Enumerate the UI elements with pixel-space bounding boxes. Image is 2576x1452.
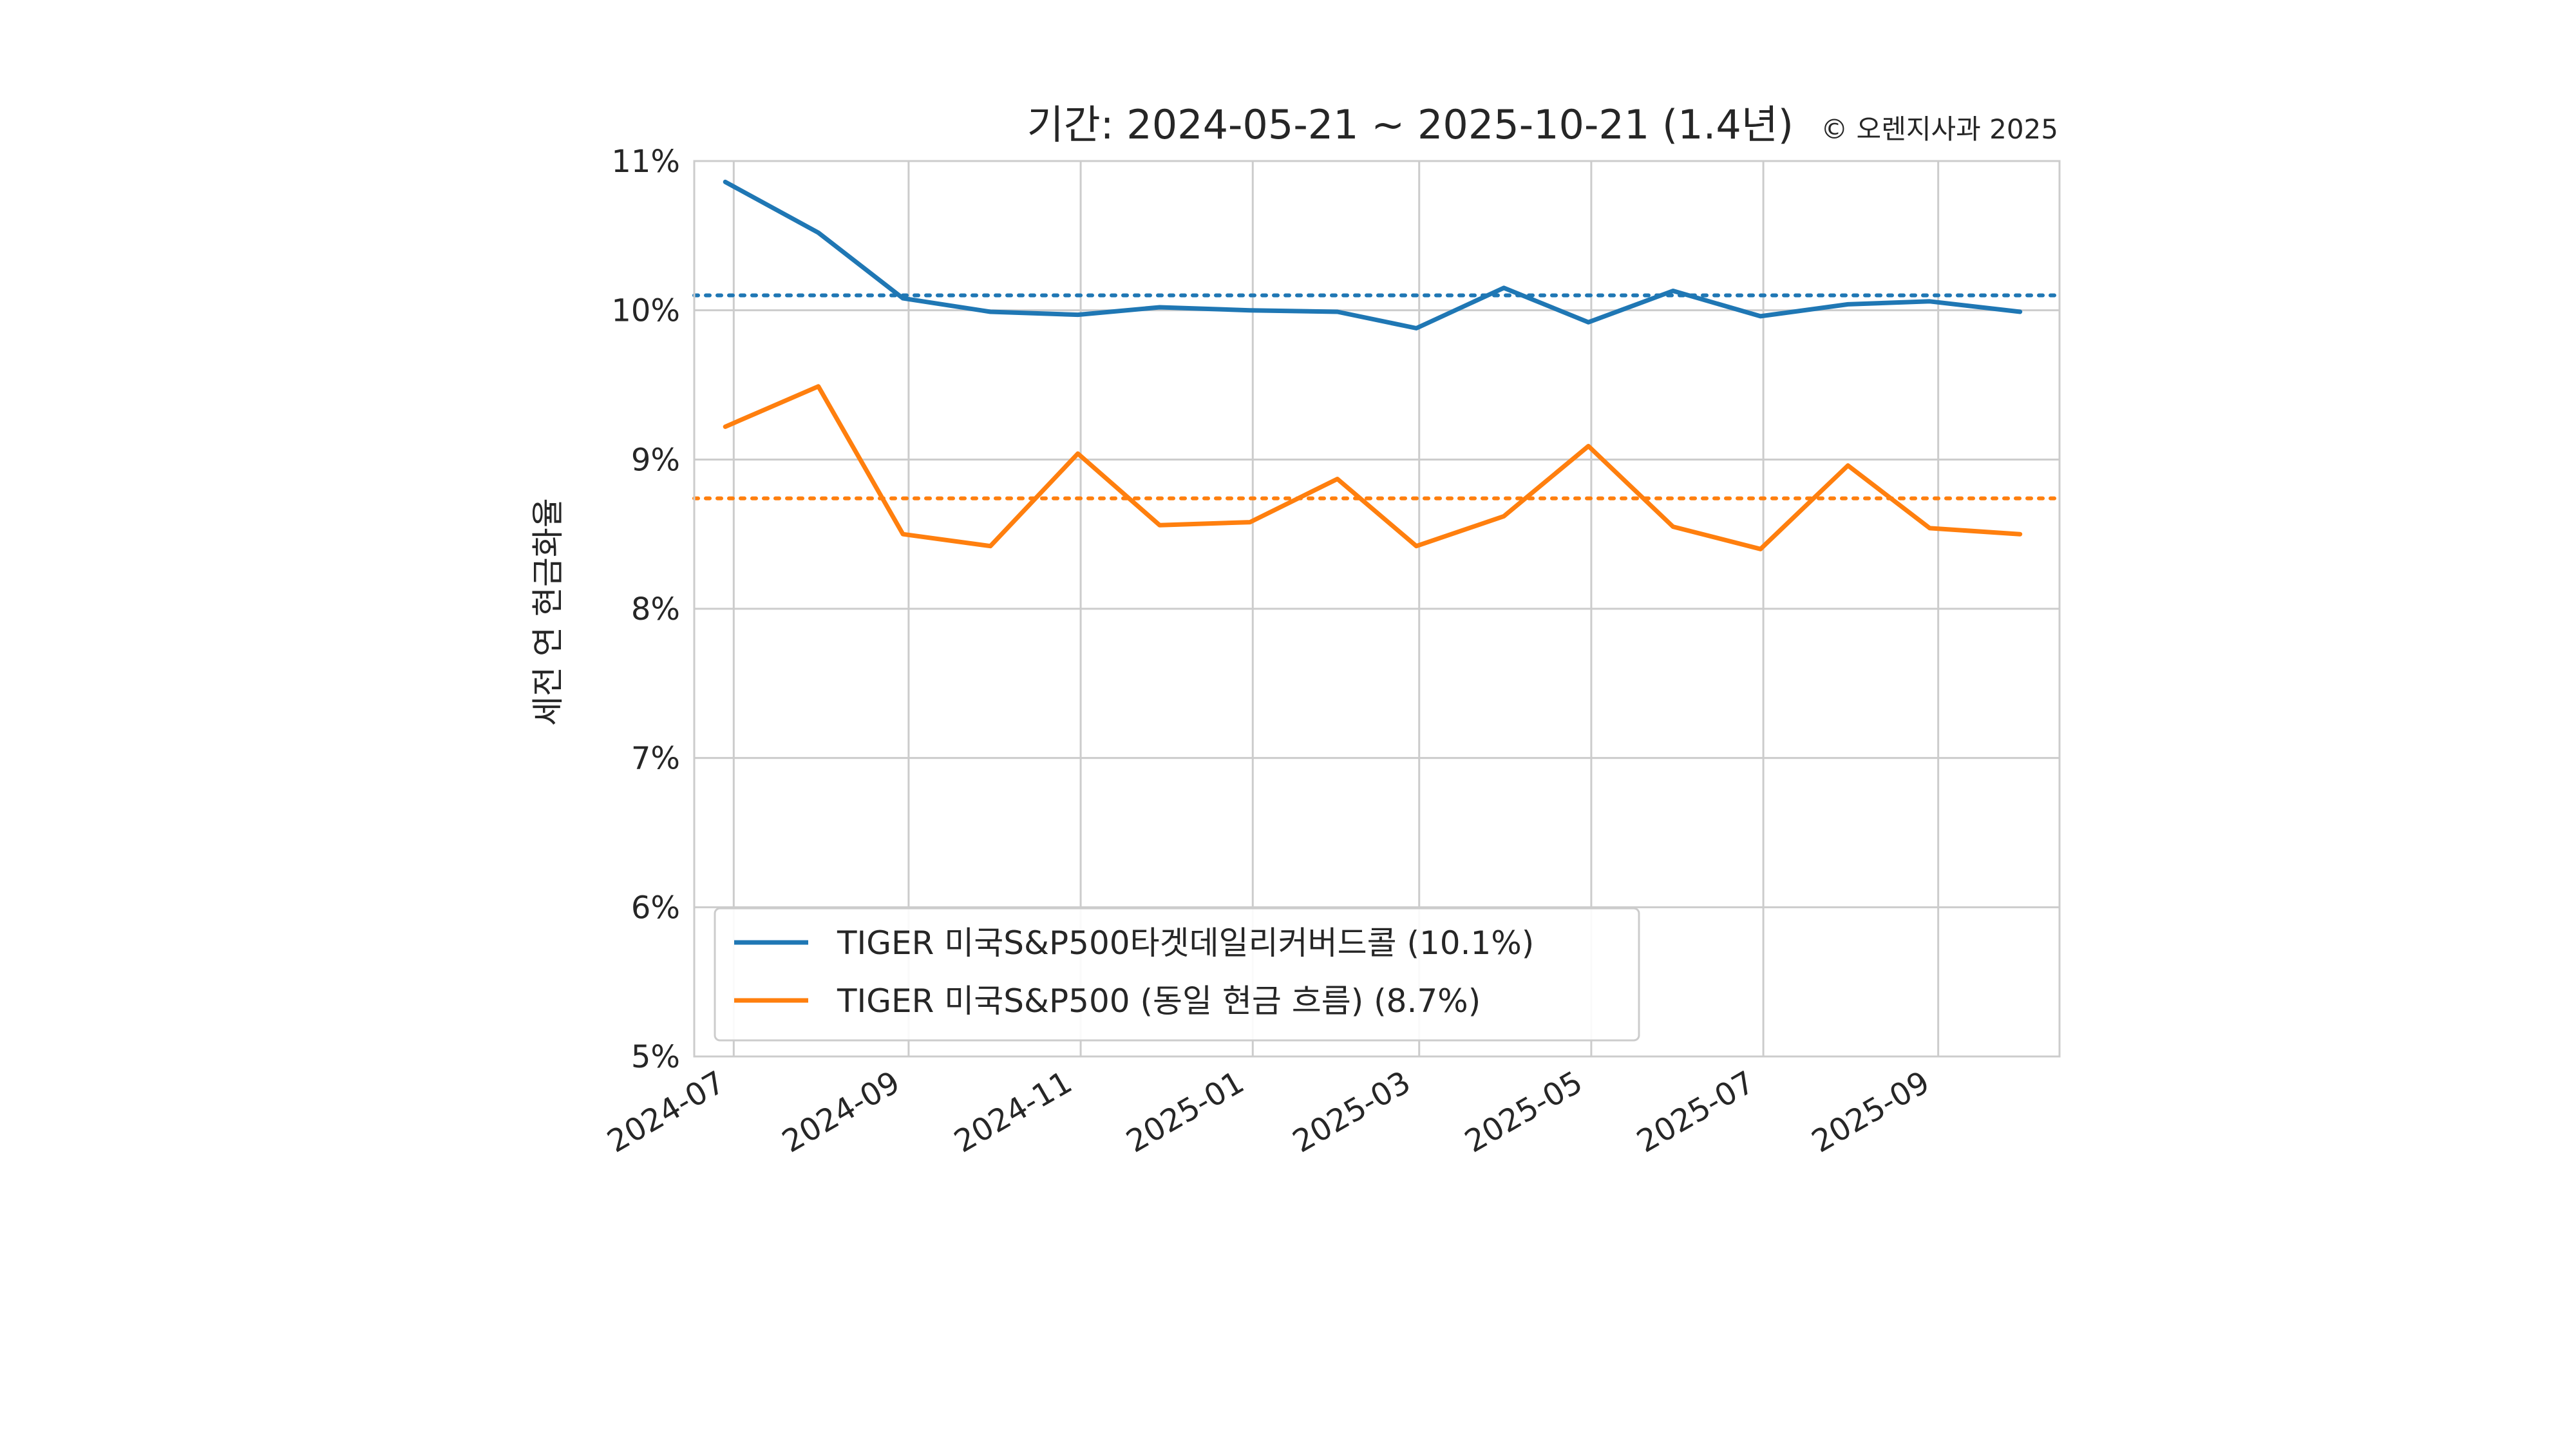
x-tick-label: 2025-01 xyxy=(1121,1064,1251,1160)
y-axis-ticks: 5% 6% 7% 8% 9% 10% 11% xyxy=(611,144,680,1075)
legend-box xyxy=(714,907,1640,1042)
x-tick-label: 2025-09 xyxy=(1806,1064,1936,1160)
legend-label-sp500: TIGER 미국S&P500 (동일 현금 흐름) (8.7%) xyxy=(837,982,1481,1020)
series-line-0 xyxy=(723,179,2023,330)
grid xyxy=(694,160,2060,1058)
chart-title: 기간: 2024-05-21 ~ 2025-10-21 (1.4년) xyxy=(1027,101,1794,148)
series-lines xyxy=(723,179,2023,551)
average-lines xyxy=(692,293,2061,501)
y-tick-label: 10% xyxy=(611,293,680,329)
y-tick-label: 5% xyxy=(631,1039,680,1075)
y-axis-label: 세전 연 현금화율 xyxy=(529,498,567,726)
y-tick-label: 9% xyxy=(631,442,680,478)
legend-label-covered-call: TIGER 미국S&P500타겟데일리커버드콜 (10.1%) xyxy=(837,924,1534,962)
x-tick-label: 2025-07 xyxy=(1631,1064,1761,1160)
x-tick-label: 2025-05 xyxy=(1459,1064,1589,1160)
y-tick-label: 11% xyxy=(611,144,680,180)
legend: TIGER 미국S&P500타겟데일리커버드콜 (10.1%) TIGER 미국… xyxy=(714,907,1640,1042)
y-tick-label: 8% xyxy=(631,591,680,627)
x-tick-label: 2024-11 xyxy=(948,1064,1078,1160)
x-tick-label: 2025-03 xyxy=(1287,1064,1417,1160)
x-tick-label: 2024-07 xyxy=(601,1064,732,1160)
y-tick-label: 6% xyxy=(631,890,680,926)
copyright-note: © 오렌지사과 2025 xyxy=(1821,113,2058,145)
series-line-1 xyxy=(723,384,2023,551)
plot-frame xyxy=(693,160,2061,1058)
x-axis-ticks: 2024-07 2024-09 2024-11 2025-01 2025-03 2025-… xyxy=(601,1064,1936,1160)
x-tick-label: 2024-09 xyxy=(776,1064,906,1160)
y-tick-label: 7% xyxy=(631,741,680,777)
